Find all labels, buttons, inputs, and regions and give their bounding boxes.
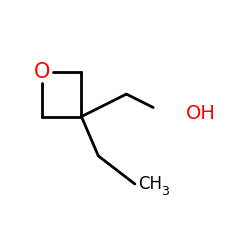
Text: CH: CH	[138, 175, 162, 193]
Text: O: O	[34, 62, 50, 82]
Text: 3: 3	[161, 184, 168, 198]
Text: OH: OH	[186, 104, 215, 123]
